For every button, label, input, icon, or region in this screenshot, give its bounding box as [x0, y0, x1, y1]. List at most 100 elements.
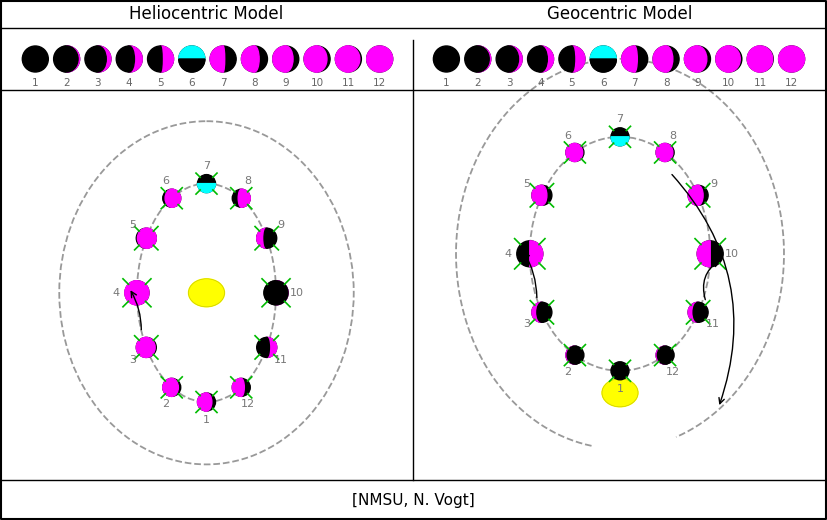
Text: 6: 6 — [564, 131, 571, 141]
Ellipse shape — [685, 46, 710, 72]
Ellipse shape — [653, 46, 679, 72]
Wedge shape — [98, 46, 111, 72]
Wedge shape — [232, 379, 241, 396]
Ellipse shape — [201, 393, 212, 411]
Text: 12: 12 — [373, 78, 386, 88]
Ellipse shape — [567, 144, 583, 162]
Ellipse shape — [567, 346, 583, 364]
Wedge shape — [241, 189, 251, 207]
Wedge shape — [697, 241, 710, 267]
Ellipse shape — [602, 379, 638, 407]
Wedge shape — [688, 302, 698, 322]
Wedge shape — [748, 46, 760, 72]
Text: Geocentric Model: Geocentric Model — [547, 5, 693, 23]
Ellipse shape — [559, 46, 585, 72]
Ellipse shape — [163, 379, 181, 396]
Wedge shape — [198, 393, 207, 411]
Ellipse shape — [232, 379, 251, 396]
Ellipse shape — [159, 46, 162, 72]
Text: 6: 6 — [189, 78, 195, 88]
Ellipse shape — [256, 228, 277, 248]
Ellipse shape — [125, 281, 149, 305]
Ellipse shape — [693, 302, 703, 322]
Ellipse shape — [500, 46, 519, 72]
Ellipse shape — [688, 46, 707, 72]
Wedge shape — [136, 337, 146, 357]
Ellipse shape — [622, 46, 648, 72]
Ellipse shape — [273, 46, 299, 72]
Wedge shape — [622, 46, 634, 72]
Wedge shape — [685, 46, 697, 72]
Ellipse shape — [688, 185, 708, 205]
Text: 1: 1 — [32, 78, 39, 88]
Ellipse shape — [659, 46, 673, 72]
Wedge shape — [478, 46, 490, 72]
Text: 10: 10 — [310, 78, 323, 88]
Ellipse shape — [632, 46, 638, 72]
Ellipse shape — [716, 46, 742, 72]
Text: 7: 7 — [631, 78, 638, 88]
Wedge shape — [273, 46, 286, 72]
Text: 9: 9 — [710, 179, 717, 189]
Wedge shape — [336, 46, 348, 72]
Ellipse shape — [55, 46, 78, 72]
Text: 9: 9 — [283, 78, 289, 88]
Text: 3: 3 — [506, 78, 513, 88]
Ellipse shape — [137, 337, 155, 357]
Ellipse shape — [366, 46, 393, 72]
Wedge shape — [304, 46, 317, 72]
Text: 9: 9 — [277, 220, 284, 230]
Text: 1: 1 — [616, 384, 624, 394]
Text: 11: 11 — [342, 78, 355, 88]
Ellipse shape — [537, 302, 547, 322]
Wedge shape — [160, 46, 174, 72]
Ellipse shape — [533, 46, 547, 72]
Ellipse shape — [778, 46, 805, 72]
Ellipse shape — [222, 46, 225, 72]
Ellipse shape — [748, 46, 773, 72]
Ellipse shape — [147, 46, 174, 72]
Wedge shape — [656, 346, 665, 364]
Ellipse shape — [657, 346, 673, 364]
Text: 1: 1 — [203, 415, 210, 425]
Text: 8: 8 — [669, 131, 676, 141]
Wedge shape — [172, 189, 181, 207]
Ellipse shape — [697, 241, 723, 267]
Wedge shape — [530, 241, 543, 267]
Ellipse shape — [433, 46, 459, 72]
Wedge shape — [276, 281, 288, 305]
Text: 6: 6 — [600, 78, 607, 88]
Ellipse shape — [657, 144, 673, 162]
Ellipse shape — [250, 46, 259, 72]
Text: 5: 5 — [523, 179, 530, 189]
Wedge shape — [210, 46, 223, 72]
Ellipse shape — [566, 346, 584, 364]
Text: 10: 10 — [722, 78, 735, 88]
Ellipse shape — [198, 393, 216, 411]
Wedge shape — [716, 46, 729, 72]
Ellipse shape — [124, 46, 135, 72]
Ellipse shape — [241, 46, 267, 72]
Wedge shape — [129, 46, 142, 72]
Ellipse shape — [717, 46, 740, 72]
Ellipse shape — [279, 46, 293, 72]
Ellipse shape — [656, 144, 674, 162]
Text: 11: 11 — [753, 78, 767, 88]
Wedge shape — [198, 184, 216, 192]
Ellipse shape — [264, 281, 288, 305]
Wedge shape — [590, 46, 616, 59]
Ellipse shape — [337, 46, 360, 72]
Ellipse shape — [748, 46, 772, 72]
Ellipse shape — [590, 46, 616, 72]
Text: 2: 2 — [64, 78, 70, 88]
Text: 3: 3 — [523, 319, 530, 329]
Ellipse shape — [611, 128, 629, 146]
Text: 11: 11 — [706, 319, 720, 329]
Text: 5: 5 — [569, 78, 576, 88]
Wedge shape — [532, 302, 542, 322]
Ellipse shape — [54, 46, 79, 72]
Text: 12: 12 — [666, 367, 680, 376]
Wedge shape — [566, 144, 575, 162]
Text: 10: 10 — [290, 288, 304, 298]
Text: 4: 4 — [538, 78, 544, 88]
